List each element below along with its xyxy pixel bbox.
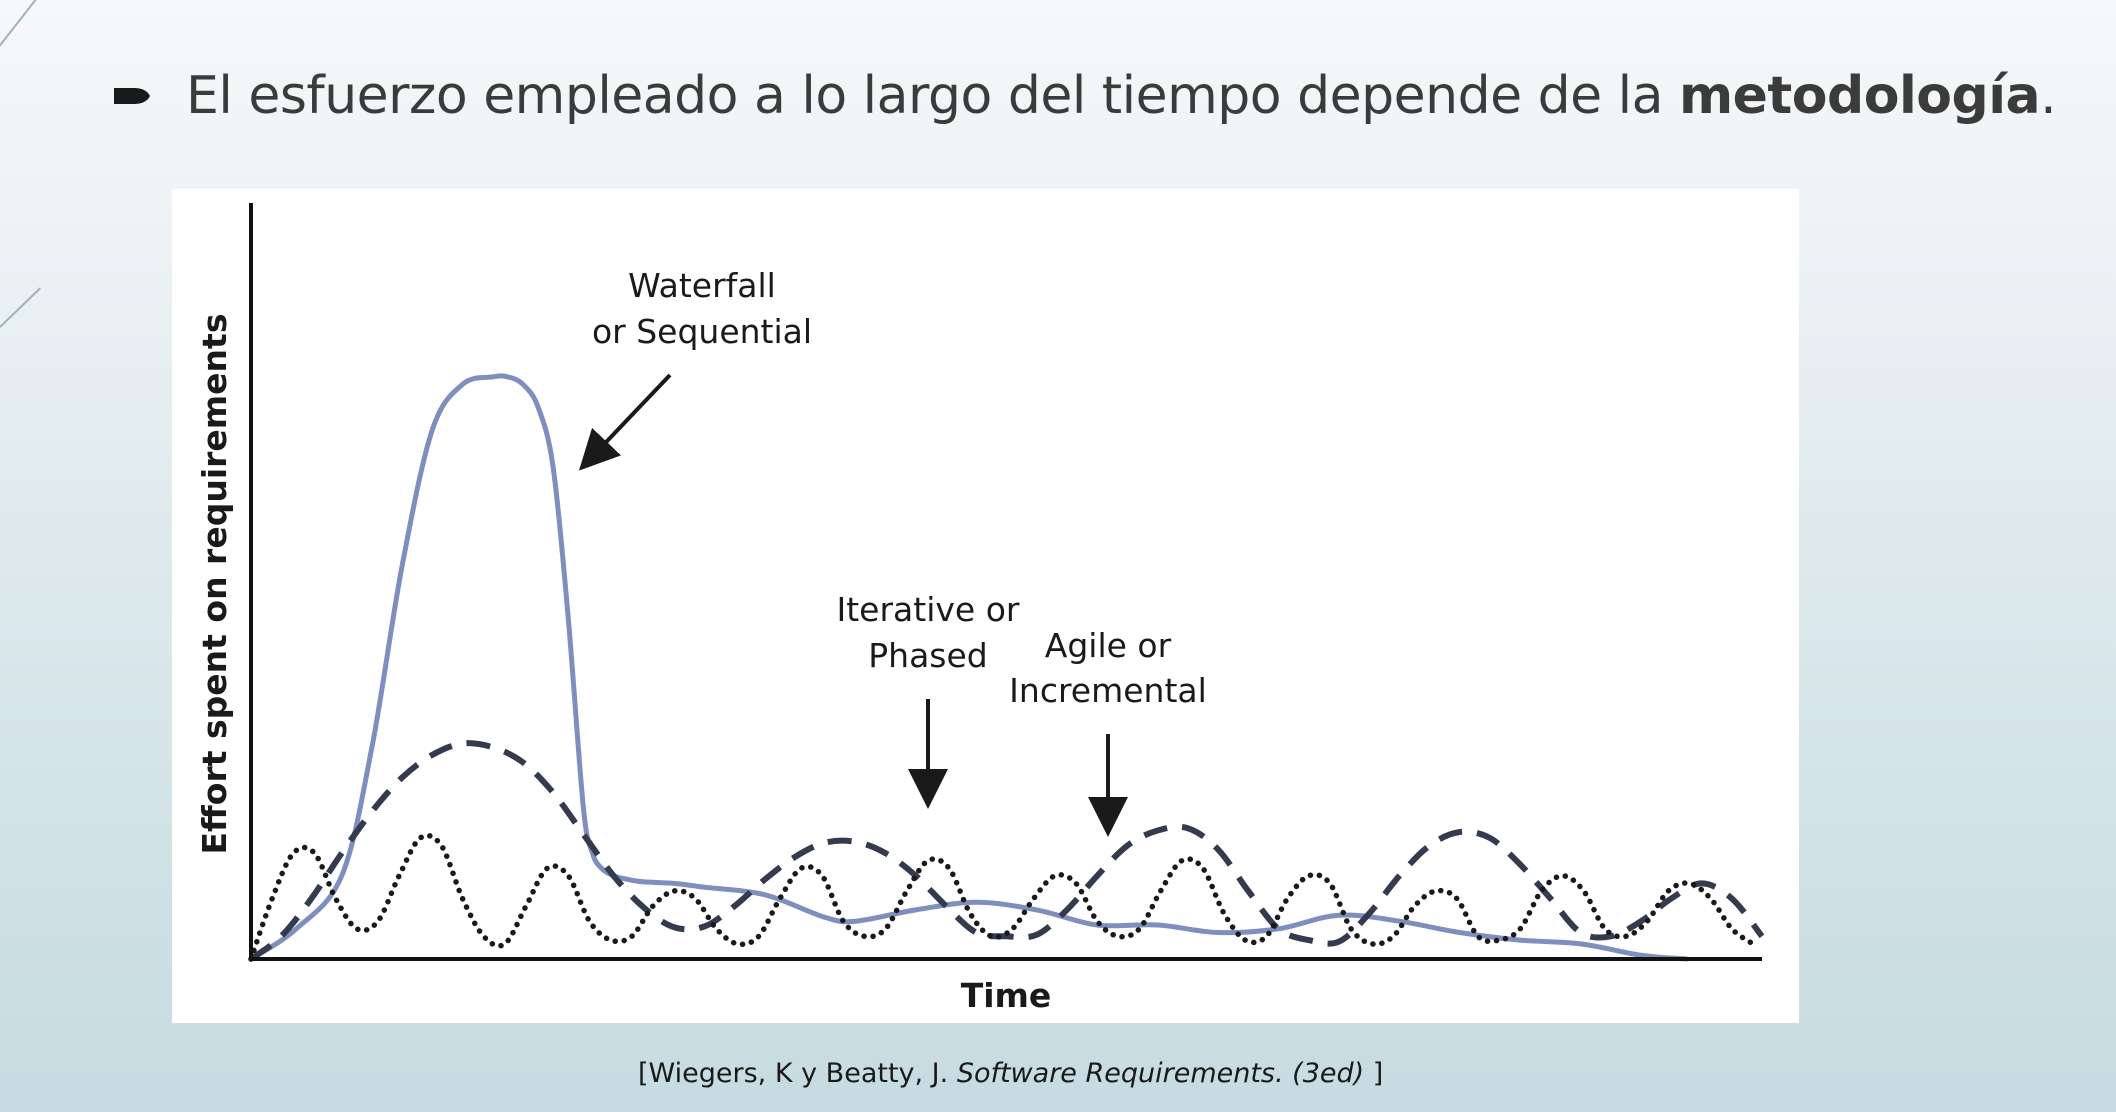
annotation-waterfall-line1: Waterfall: [628, 266, 776, 305]
effort-chart: Time Effort spent on requirements Waterf…: [195, 203, 1765, 1015]
annotation-iterative-line2: Phased: [868, 636, 987, 675]
arrow-bullet-icon: [114, 88, 150, 104]
caption-italic: Software Requirements. (3ed): [956, 1058, 1365, 1089]
series-layer: [248, 373, 1765, 962]
series-line-dotted: [248, 832, 1756, 962]
chart-panel: Time Effort spent on requirements Waterf…: [172, 189, 1799, 1023]
annotation-iterative-line1: Iterative or: [837, 590, 1020, 629]
bullet-point: El esfuerzo empleado a lo largo del tiem…: [112, 66, 2057, 126]
decorative-corner-line-top: [0, 0, 38, 54]
caption-prefix: [Wiegers, K y Beatty, J.: [638, 1058, 957, 1089]
annotation-waterfall: Waterfall or Sequential: [578, 266, 812, 471]
caption-suffix: ]: [1364, 1058, 1384, 1089]
annotation-waterfall-arrow: [578, 373, 672, 471]
series-line-dashed: [249, 740, 1765, 962]
series-line-solid: [248, 373, 1689, 962]
annotation-agile: Agile or Incremental: [1009, 626, 1207, 837]
annotation-agile-line1: Agile or: [1045, 626, 1172, 665]
annotation-iterative: Iterative or Phased: [837, 590, 1020, 809]
bullet-text-bold: metodología: [1678, 66, 2041, 126]
citation-caption: [Wiegers, K y Beatty, J. Software Requir…: [638, 1058, 1383, 1089]
y-axis-label: Effort spent on requirements: [195, 314, 234, 855]
decorative-corner-line-left: [0, 287, 41, 328]
bullet-text-end: .: [2040, 66, 2057, 126]
x-axis-label: Time: [961, 976, 1052, 1015]
bullet-text: El esfuerzo empleado a lo largo del tiem…: [186, 66, 2057, 126]
annotation-waterfall-line2: or Sequential: [592, 312, 812, 351]
bullet-text-main: El esfuerzo empleado a lo largo del tiem…: [186, 66, 1679, 126]
annotation-agile-line2: Incremental: [1009, 671, 1207, 710]
